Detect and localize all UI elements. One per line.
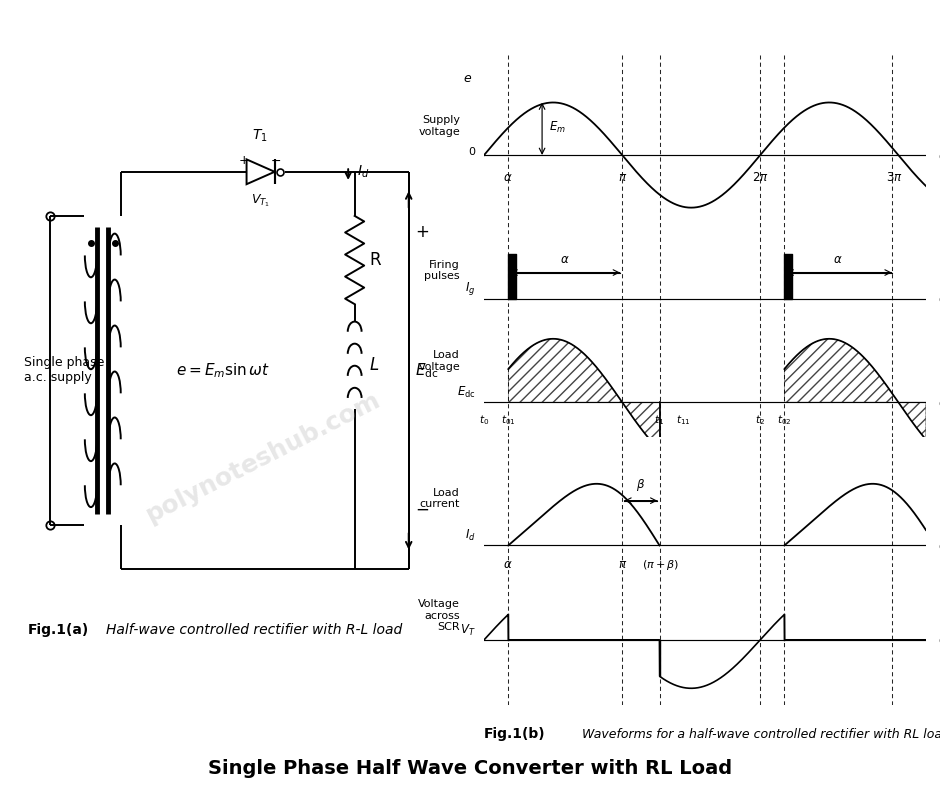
Text: $e = E_m \sin \omega t$: $e = E_m \sin \omega t$ [176, 361, 270, 380]
Text: $t_{02}$: $t_{02}$ [777, 414, 791, 427]
Text: R: R [369, 251, 382, 269]
Text: $\omega t$: $\omega t$ [938, 539, 940, 552]
Text: $I_d$: $I_d$ [357, 164, 369, 180]
Text: Firing
pulses: Firing pulses [424, 260, 460, 281]
Text: $\alpha$: $\alpha$ [504, 171, 513, 184]
Text: $E_{\rm dc}$: $E_{\rm dc}$ [457, 385, 476, 400]
Text: Supply
voltage: Supply voltage [418, 115, 460, 137]
Text: $\alpha$: $\alpha$ [560, 254, 570, 266]
Text: $\alpha$: $\alpha$ [504, 559, 513, 571]
Text: Single Phase Half Wave Converter with RL Load: Single Phase Half Wave Converter with RL… [208, 759, 732, 778]
Text: $t_{11}$: $t_{11}$ [677, 414, 691, 427]
Text: $-$: $-$ [415, 500, 430, 517]
Text: $E_{\rm dc}$: $E_{\rm dc}$ [415, 361, 439, 380]
Text: $\pi$: $\pi$ [618, 171, 627, 184]
Text: e: e [463, 72, 471, 85]
Text: +: + [239, 154, 250, 167]
Text: $-$: $-$ [270, 154, 281, 167]
Text: $E_m$: $E_m$ [549, 121, 566, 136]
Text: +: + [415, 224, 429, 241]
Text: $t_0$: $t_0$ [479, 414, 489, 427]
Text: $\omega t$: $\omega t$ [938, 149, 940, 162]
Text: $t_{01}$: $t_{01}$ [501, 414, 516, 427]
Text: $t_1$: $t_1$ [654, 414, 665, 427]
Text: Fig.1(b): Fig.1(b) [484, 727, 546, 742]
Text: Single phase
a.c. supply: Single phase a.c. supply [24, 356, 104, 385]
Text: Load
voltage: Load voltage [418, 350, 460, 372]
Text: $t_2$: $t_2$ [755, 414, 765, 427]
Text: $\alpha$: $\alpha$ [833, 254, 843, 266]
Text: $V_T$: $V_T$ [460, 623, 476, 638]
Text: $3\pi$: $3\pi$ [885, 171, 902, 184]
Text: $\beta$: $\beta$ [636, 478, 646, 493]
Text: $I_g$: $I_g$ [465, 280, 476, 297]
Text: $T_1$: $T_1$ [252, 128, 267, 144]
Text: Voltage
across
SCR: Voltage across SCR [418, 599, 460, 632]
Text: $I_d$: $I_d$ [464, 528, 476, 543]
Text: $(\pi+\beta)$: $(\pi+\beta)$ [642, 559, 679, 572]
Text: Waveforms for a half-wave controlled rectifier with RL load: Waveforms for a half-wave controlled rec… [578, 728, 940, 741]
Text: $2\pi$: $2\pi$ [752, 171, 769, 184]
Text: $\omega t$: $\omega t$ [938, 396, 940, 409]
Text: $V_{T_1}$: $V_{T_1}$ [251, 193, 270, 210]
Text: polynoteshub.com: polynoteshub.com [142, 387, 384, 527]
Text: Fig.1(a): Fig.1(a) [28, 623, 89, 637]
Text: L: L [369, 356, 379, 374]
Text: $\omega t$: $\omega t$ [938, 292, 940, 306]
Text: Load
current: Load current [419, 488, 460, 509]
Text: $\pi$: $\pi$ [618, 559, 627, 571]
Text: Half-wave controlled rectifier with R-L load: Half-wave controlled rectifier with R-L … [106, 623, 402, 637]
Text: $\omega t$: $\omega t$ [938, 634, 940, 646]
Text: 0: 0 [468, 147, 476, 158]
